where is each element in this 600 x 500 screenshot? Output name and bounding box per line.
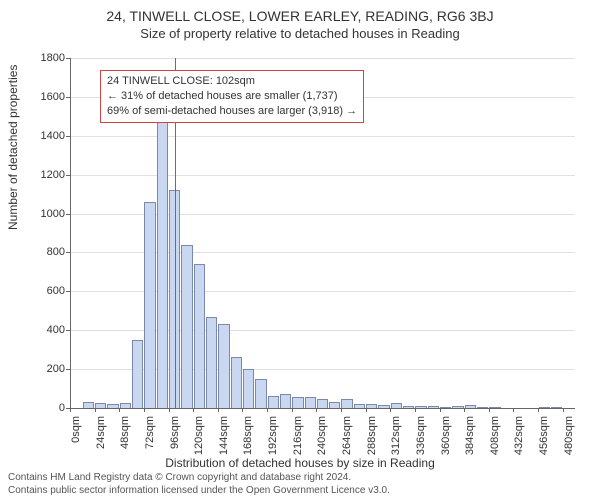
grid-line xyxy=(70,175,575,176)
histogram-bar xyxy=(243,369,254,408)
x-tick-label: 360sqm xyxy=(440,416,452,466)
x-tick xyxy=(390,408,391,412)
histogram-bar xyxy=(280,394,291,408)
histogram-bar xyxy=(255,379,266,408)
x-tick xyxy=(70,408,71,412)
chart-container: 24, TINWELL CLOSE, LOWER EARLEY, READING… xyxy=(0,0,600,500)
x-tick xyxy=(440,408,441,412)
x-tick-label: 312sqm xyxy=(390,416,402,466)
histogram-bar xyxy=(144,202,155,408)
x-tick xyxy=(242,408,243,412)
x-tick xyxy=(366,408,367,412)
x-tick-label: 216sqm xyxy=(292,416,304,466)
y-tick-label: 1000 xyxy=(25,208,65,220)
x-tick-label: 48sqm xyxy=(119,416,131,466)
x-tick-label: 456sqm xyxy=(538,416,550,466)
x-tick-label: 264sqm xyxy=(341,416,353,466)
x-tick-label: 120sqm xyxy=(193,416,205,466)
page-title: 24, TINWELL CLOSE, LOWER EARLEY, READING… xyxy=(0,0,600,24)
x-tick-label: 480sqm xyxy=(563,416,575,466)
x-tick xyxy=(316,408,317,412)
histogram-bar xyxy=(157,122,168,408)
x-tick-label: 192sqm xyxy=(267,416,279,466)
x-tick xyxy=(489,408,490,412)
grid-line xyxy=(70,136,575,137)
histogram-bar xyxy=(268,396,279,408)
y-tick-label: 1800 xyxy=(25,52,65,64)
x-tick-label: 384sqm xyxy=(464,416,476,466)
x-tick xyxy=(119,408,120,412)
x-tick-label: 240sqm xyxy=(316,416,328,466)
y-tick-label: 0 xyxy=(25,402,65,414)
histogram-bar xyxy=(132,340,143,408)
histogram-bar xyxy=(181,245,192,408)
x-tick xyxy=(538,408,539,412)
histogram-bar xyxy=(194,264,205,408)
histogram-bar xyxy=(218,324,229,408)
x-tick xyxy=(95,408,96,412)
x-tick-label: 0sqm xyxy=(70,416,82,466)
x-tick xyxy=(563,408,564,412)
histogram-bar xyxy=(231,357,242,408)
histogram-bar xyxy=(341,399,352,408)
y-tick-label: 600 xyxy=(25,285,65,297)
y-axis-label: Number of detached properties xyxy=(6,65,20,230)
x-tick-label: 408sqm xyxy=(489,416,501,466)
callout-line: 69% of semi-detached houses are larger (… xyxy=(107,104,357,119)
attribution-line: Contains HM Land Registry data © Crown c… xyxy=(8,472,390,485)
histogram-bar xyxy=(317,399,328,408)
callout-line: 24 TINWELL CLOSE: 102sqm xyxy=(107,74,357,89)
y-tick-label: 800 xyxy=(25,246,65,258)
y-tick-label: 200 xyxy=(25,363,65,375)
y-tick-label: 1200 xyxy=(25,169,65,181)
histogram-bar xyxy=(206,317,217,408)
callout-box: 24 TINWELL CLOSE: 102sqm← 31% of detache… xyxy=(100,70,364,123)
histogram-bar xyxy=(305,397,316,408)
x-tick-label: 288sqm xyxy=(366,416,378,466)
grid-line xyxy=(70,58,575,59)
x-tick xyxy=(464,408,465,412)
x-tick-label: 72sqm xyxy=(144,416,156,466)
x-tick xyxy=(292,408,293,412)
attribution-text: Contains HM Land Registry data © Crown c… xyxy=(8,472,390,497)
x-tick-label: 144sqm xyxy=(218,416,230,466)
x-tick-label: 168sqm xyxy=(242,416,254,466)
y-tick-label: 1600 xyxy=(25,91,65,103)
x-axis xyxy=(70,408,575,409)
x-tick-label: 432sqm xyxy=(513,416,525,466)
y-tick-label: 1400 xyxy=(25,130,65,142)
x-tick xyxy=(513,408,514,412)
x-tick xyxy=(218,408,219,412)
x-tick-label: 336sqm xyxy=(415,416,427,466)
x-tick xyxy=(341,408,342,412)
x-tick-label: 24sqm xyxy=(95,416,107,466)
page-subtitle: Size of property relative to detached ho… xyxy=(0,24,600,41)
x-tick-label: 96sqm xyxy=(169,416,181,466)
x-tick xyxy=(144,408,145,412)
attribution-line: Contains public sector information licen… xyxy=(8,485,390,498)
x-tick xyxy=(193,408,194,412)
x-tick xyxy=(415,408,416,412)
histogram-bar xyxy=(292,397,303,408)
y-axis xyxy=(70,58,71,408)
y-tick-label: 400 xyxy=(25,324,65,336)
callout-line: ← 31% of detached houses are smaller (1,… xyxy=(107,89,357,104)
x-tick xyxy=(169,408,170,412)
x-tick xyxy=(267,408,268,412)
